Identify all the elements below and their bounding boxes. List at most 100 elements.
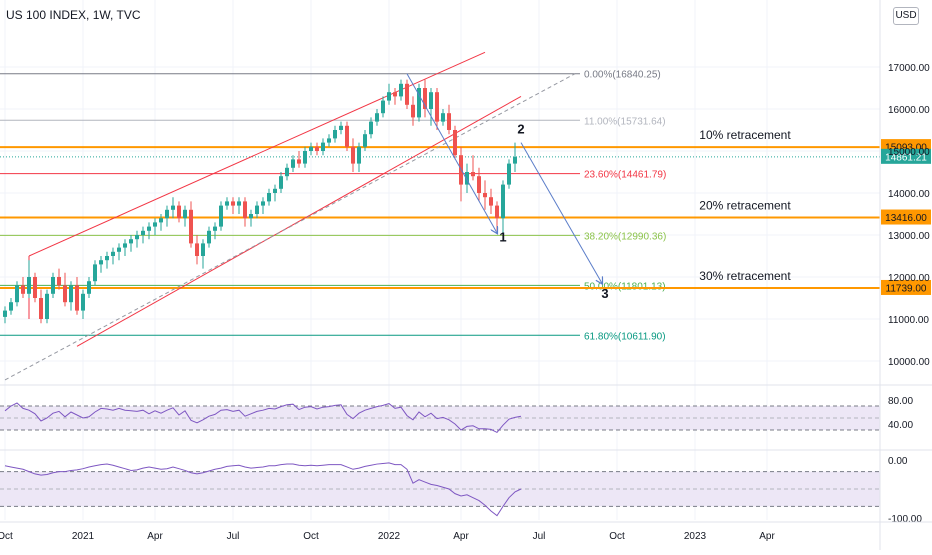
time-tick-6: Apr	[453, 531, 469, 542]
candle-body-11	[69, 285, 73, 303]
price-tick-0: 10000.00	[888, 357, 930, 368]
candle-body-9	[57, 277, 61, 286]
wave-arrow-1	[520, 142, 602, 284]
oscillators	[0, 384, 932, 517]
candle-body-80	[483, 193, 487, 198]
candle-body-51	[309, 146, 313, 151]
wave-label-0: 1	[499, 229, 506, 244]
level-price-label-1: 13416.00	[885, 213, 927, 224]
candle-body-59	[357, 146, 361, 164]
oscillator-2-band	[0, 471, 880, 507]
channel-lower-line	[76, 95, 522, 347]
price-tick-1: 11000.00	[888, 315, 929, 326]
fib-label-2: 23.60%(14461.79)	[584, 170, 666, 181]
candle-body-36	[219, 205, 223, 227]
candle-body-19	[117, 247, 121, 252]
candle-body-49	[297, 159, 301, 164]
candle-body-25	[153, 222, 157, 227]
candle-body-81	[489, 197, 493, 206]
candle-body-8	[51, 277, 55, 294]
candle-body-37	[225, 201, 229, 206]
candle-body-13	[81, 293, 85, 311]
candle-body-17	[105, 256, 109, 261]
currency-badge[interactable]: USD	[893, 7, 919, 25]
candle-body-82	[495, 205, 499, 219]
candle-body-63	[381, 100, 385, 114]
candle-body-40	[243, 201, 247, 219]
time-tick-8: Oct	[609, 531, 625, 542]
candle-body-69	[417, 88, 421, 118]
candle-body-57	[345, 125, 349, 147]
time-tick-2: Apr	[147, 531, 163, 542]
fib-label-5: 61.80%(10611.90)	[584, 331, 666, 342]
candle-body-78	[471, 172, 475, 177]
candle-body-10	[63, 285, 67, 303]
candle-body-30	[183, 209, 187, 219]
candle-body-72	[435, 92, 439, 122]
candle-body-55	[333, 130, 337, 139]
time-tick-7: Jul	[533, 531, 546, 542]
candle-body-26	[159, 218, 163, 223]
candle-body-48	[291, 159, 295, 168]
candle-body-6	[39, 298, 43, 319]
time-tick-0: Oct	[0, 531, 13, 542]
candle-body-4	[27, 277, 31, 294]
level-price-label-0: 15093.00	[885, 143, 927, 154]
candle-body-15	[93, 264, 97, 282]
time-tick-5: 2022	[378, 531, 401, 542]
wave-arrow-0	[406, 73, 497, 233]
candle-body-31	[189, 209, 193, 244]
fib-levels: 0.00%(16840.25) 11.00%(15731.64) 23.60%(14…	[0, 70, 666, 342]
candle-body-85	[513, 156, 517, 164]
time-tick-9: 2023	[684, 531, 707, 542]
price-tick-3: 13000.00	[888, 231, 930, 242]
candle-body-18	[111, 251, 115, 256]
oscillator-1-tick-1: 40.00	[888, 420, 913, 431]
time-tick-10: Apr	[759, 531, 775, 542]
oscillator-1-tick-0: 80.00	[888, 396, 913, 407]
candle-body-58	[351, 146, 355, 164]
chart-title: US 100 INDEX, 1W, TVC	[6, 8, 141, 22]
price-tick-2: 12000.00	[888, 273, 930, 284]
oscillator-2-tick-1: -100.00	[888, 514, 922, 525]
candle-body-50	[303, 151, 307, 164]
candle-body-38	[231, 201, 235, 206]
candle-body-5	[33, 277, 37, 298]
wave-label-1: 2	[517, 121, 524, 136]
candle-body-71	[429, 92, 433, 109]
candle-body-0	[3, 310, 7, 317]
channel-median-dashed	[4, 73, 576, 381]
candle-body-47	[285, 167, 289, 177]
candle-body-68	[411, 104, 415, 118]
fib-label-3: 38.20%(12990.36)	[584, 231, 666, 242]
candle-body-74	[447, 113, 451, 130]
candle-body-23	[141, 230, 145, 235]
candle-body-16	[99, 260, 103, 265]
fib-label-4: 50.00%(11801.13)	[584, 281, 666, 292]
candle-body-39	[237, 201, 241, 206]
fib-label-1: 11.00%(15731.64)	[584, 116, 666, 127]
grid-layer	[0, 0, 880, 520]
channel-upper-line	[28, 51, 486, 257]
candle-body-44	[267, 193, 271, 202]
candle-body-75	[453, 130, 457, 156]
level-price-badge-2	[881, 279, 931, 295]
candle-body-54	[327, 138, 331, 143]
level-annotation-1: 20% retracement	[699, 199, 791, 213]
candle-body-84	[507, 163, 511, 185]
wave-labels: 1 2 3	[499, 121, 608, 301]
price-tick-7: 17000.00	[888, 63, 930, 74]
fib-label-0: 0.00%(16840.25)	[584, 70, 661, 81]
candle-body-7	[45, 293, 49, 319]
level-price-badge-1	[881, 209, 931, 225]
level-annotation-0: 10% retracement	[699, 128, 791, 142]
level-annotation-2: 30% retracement	[699, 269, 791, 283]
time-tick-4: Oct	[303, 531, 319, 542]
candle-body-12	[75, 285, 79, 311]
oscillator-2-line	[4, 462, 522, 517]
candle-body-14	[87, 281, 91, 294]
